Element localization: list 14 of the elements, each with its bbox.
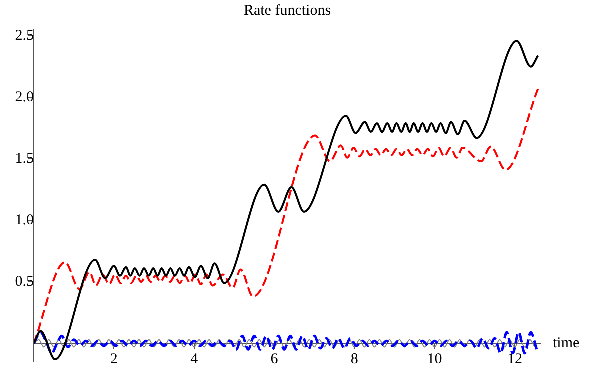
y-tick-label: 2.0 <box>15 90 34 106</box>
x-tick-label: 10 <box>427 351 442 368</box>
x-tick-label: 8 <box>350 351 358 368</box>
x-tick-label: 4 <box>190 351 199 368</box>
y-tick-label: 2.5 <box>15 28 34 44</box>
x-tick-label: 12 <box>507 351 522 368</box>
y-tick-label: 1.5 <box>15 151 34 168</box>
chart-title: Rate functions <box>244 2 332 19</box>
y-tick-label: 1.0 <box>15 212 34 229</box>
x-tick-label: 2 <box>110 351 118 368</box>
line-series <box>34 331 538 355</box>
x-tick-label: 6 <box>270 351 279 368</box>
y-tick-label: 0.5 <box>15 274 34 290</box>
x-axis-title: time <box>553 335 580 352</box>
